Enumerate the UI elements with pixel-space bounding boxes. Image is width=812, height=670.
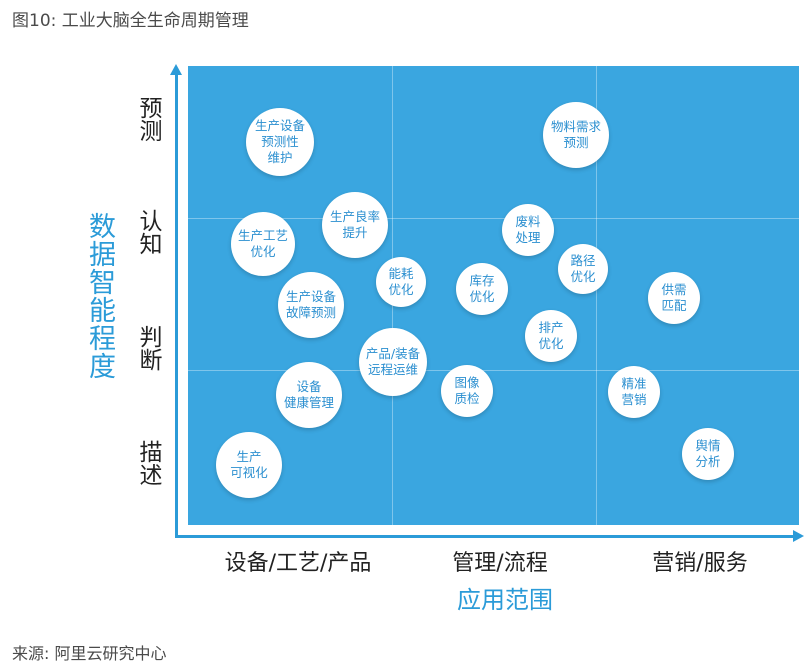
bubble-label: 生产设备 预测性 维护: [254, 118, 305, 165]
x-category-management: 管理/流程: [452, 551, 548, 576]
bubble-production-visualization: 生产 可视化: [216, 432, 282, 498]
y-level-describe: 描述: [128, 440, 168, 486]
grid-line-horizontal: [188, 218, 799, 219]
bubble-label: 能耗 优化: [388, 266, 414, 297]
y-level-cognition: 认知: [128, 209, 168, 255]
bubble-label: 设备 健康管理: [283, 379, 334, 410]
x-category-marketing: 营销/服务: [652, 551, 748, 576]
y-axis-line: [175, 68, 178, 538]
y-level-judgement: 判断: [128, 325, 168, 371]
x-axis-arrow-icon: [793, 530, 804, 542]
grid-line-horizontal: [188, 370, 799, 371]
bubble-label: 图像 质检: [454, 375, 480, 406]
source-note: 来源: 阿里云研究中心: [12, 644, 167, 663]
bubble-label: 生产良率 提升: [329, 209, 380, 240]
x-category-equipment: 设备/工艺/产品: [224, 551, 372, 576]
bubble-label: 路径 优化: [570, 253, 596, 284]
y-level-label: 描述: [135, 440, 161, 486]
bubble-label: 库存 优化: [469, 273, 495, 304]
bubble-failure-prediction: 生产设备 故障预测: [278, 272, 344, 338]
bubble-label: 物料需求 预测: [550, 119, 601, 150]
grid-line-vertical: [596, 66, 597, 525]
x-axis-line: [176, 535, 796, 538]
bubble-waste-treatment: 废料 处理: [502, 204, 554, 256]
bubble-label: 生产 可视化: [230, 449, 268, 480]
bubble-sentiment-analysis: 舆情 分析: [682, 428, 734, 480]
bubble-energy-optimization: 能耗 优化: [376, 257, 426, 307]
bubble-label: 精准 营销: [621, 376, 647, 407]
y-level-label: 判断: [135, 325, 161, 371]
bubble-label: 生产设备 故障预测: [285, 289, 336, 320]
y-level-label: 预测: [135, 96, 161, 142]
bubble-label: 生产工艺 优化: [237, 228, 288, 259]
bubble-scheduling-optimization: 排产 优化: [525, 310, 577, 362]
y-axis-title: 数据智能程度: [84, 212, 115, 380]
y-axis-title-text: 数据智能程度: [84, 212, 115, 380]
bubble-yield-improvement: 生产良率 提升: [322, 192, 388, 258]
y-axis-arrow-icon: [170, 64, 182, 75]
bubble-label: 供需 匹配: [661, 282, 687, 313]
bubble-label: 废料 处理: [515, 214, 541, 245]
bubble-route-optimization: 路径 优化: [558, 244, 608, 294]
bubble-supply-demand-matching: 供需 匹配: [648, 272, 700, 324]
bubble-material-demand: 物料需求 预测: [543, 102, 609, 168]
bubble-remote-operations: 产品/装备 远程运维: [359, 328, 427, 396]
bubble-precision-marketing: 精准 营销: [608, 366, 660, 418]
bubble-inventory-optimization: 库存 优化: [456, 263, 508, 315]
bubble-process-optimization: 生产工艺 优化: [231, 212, 295, 276]
figure-title: 图10: 工业大脑全生命周期管理: [12, 11, 249, 31]
bubble-label: 排产 优化: [538, 320, 564, 351]
x-axis-title: 应用范围: [457, 586, 553, 614]
y-level-label: 认知: [135, 209, 161, 255]
bubble-label: 舆情 分析: [695, 438, 721, 469]
y-level-predict: 预测: [128, 96, 168, 142]
bubble-image-inspection: 图像 质检: [441, 365, 493, 417]
bubble-label: 产品/装备 远程运维: [365, 346, 421, 377]
bubble-equipment-health: 设备 健康管理: [276, 362, 342, 428]
bubble-predictive-maintenance: 生产设备 预测性 维护: [246, 108, 314, 176]
